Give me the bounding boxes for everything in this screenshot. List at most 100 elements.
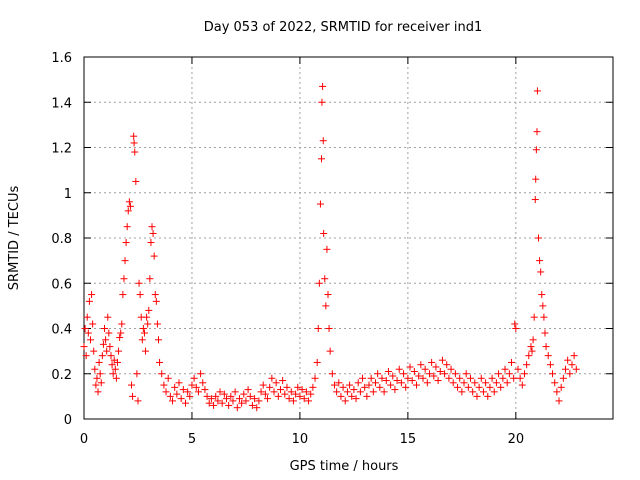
- data-point: [322, 302, 330, 310]
- data-point: [160, 381, 168, 389]
- data-point: [251, 395, 259, 403]
- data-point: [501, 365, 509, 373]
- data-point: [348, 392, 356, 400]
- data-point: [109, 370, 117, 378]
- data-point: [376, 383, 384, 391]
- data-point: [352, 395, 360, 403]
- data-point: [428, 358, 436, 366]
- data-point: [525, 352, 533, 360]
- data-point: [227, 392, 235, 400]
- data-point: [537, 268, 545, 276]
- data-point: [248, 401, 256, 409]
- data-point: [89, 320, 97, 328]
- data-point: [365, 381, 373, 389]
- data-point: [292, 390, 300, 398]
- data-point: [369, 388, 377, 396]
- data-point: [570, 352, 578, 360]
- data-point: [80, 343, 88, 351]
- data-point: [177, 395, 185, 403]
- data-point: [145, 306, 153, 314]
- data-point: [436, 367, 444, 375]
- data-point: [532, 175, 540, 183]
- data-point: [82, 352, 90, 360]
- data-point: [486, 383, 494, 391]
- y-tick-label: 0.6: [51, 277, 72, 292]
- data-point: [147, 239, 155, 247]
- data-point: [113, 358, 121, 366]
- data-point: [140, 329, 148, 337]
- data-point: [505, 370, 513, 378]
- y-tick-label: 1.4: [51, 96, 72, 111]
- data-point: [318, 155, 326, 163]
- data-point: [488, 374, 496, 382]
- data-point: [218, 399, 226, 407]
- data-point: [84, 329, 92, 337]
- data-point: [321, 275, 329, 283]
- data-point: [419, 374, 427, 382]
- data-point: [466, 374, 474, 382]
- data-point: [391, 386, 399, 394]
- data-point: [131, 148, 139, 156]
- data-point: [343, 388, 351, 396]
- grid: [84, 57, 613, 419]
- y-tick-label: 1.6: [51, 51, 72, 66]
- data-point: [389, 372, 397, 380]
- data-point: [148, 223, 156, 231]
- data-point: [86, 336, 94, 344]
- data-point: [438, 356, 446, 364]
- data-point: [279, 377, 287, 385]
- data-point: [134, 397, 142, 405]
- data-point: [302, 388, 310, 396]
- data-point: [220, 390, 228, 398]
- data-point: [387, 381, 395, 389]
- data-point: [325, 325, 333, 332]
- data-point: [350, 386, 358, 394]
- plot-area-border: [83, 56, 614, 420]
- data-point: [320, 229, 328, 237]
- data-point: [300, 395, 308, 403]
- data-point: [194, 388, 202, 396]
- data-point: [555, 397, 563, 405]
- data-point: [133, 370, 141, 378]
- data-point: [108, 361, 116, 369]
- data-point: [561, 365, 569, 373]
- data-point: [520, 370, 528, 378]
- data-point: [533, 87, 541, 95]
- data-point: [132, 177, 140, 185]
- data-point: [283, 383, 291, 391]
- data-point: [333, 388, 341, 396]
- data-point: [158, 370, 166, 378]
- data-point: [139, 325, 147, 332]
- data-point: [231, 388, 239, 396]
- y-tick-label: 1.2: [51, 142, 72, 157]
- data-point: [469, 388, 477, 396]
- y-tick-label: 0.2: [51, 368, 72, 383]
- data-point: [397, 379, 405, 387]
- data-point: [272, 379, 280, 387]
- data-point: [363, 392, 371, 400]
- data-point: [179, 386, 187, 394]
- data-point: [402, 383, 410, 391]
- data-point: [123, 223, 131, 231]
- data-point: [93, 374, 101, 382]
- data-point: [150, 252, 158, 260]
- data-point: [337, 392, 345, 400]
- data-point: [285, 395, 293, 403]
- data-point: [475, 383, 483, 391]
- data-point: [497, 383, 505, 391]
- data-point: [121, 257, 129, 265]
- data-point: [443, 361, 451, 369]
- data-point: [458, 388, 466, 396]
- data-point: [464, 383, 472, 391]
- data-point: [532, 146, 540, 154]
- data-point: [171, 383, 179, 391]
- data-point: [104, 313, 112, 321]
- data-point: [473, 392, 481, 400]
- data-point: [482, 379, 490, 387]
- data-point: [125, 198, 133, 206]
- data-point: [527, 343, 535, 351]
- data-point: [305, 397, 313, 405]
- data-point: [164, 374, 172, 382]
- data-point: [186, 392, 194, 400]
